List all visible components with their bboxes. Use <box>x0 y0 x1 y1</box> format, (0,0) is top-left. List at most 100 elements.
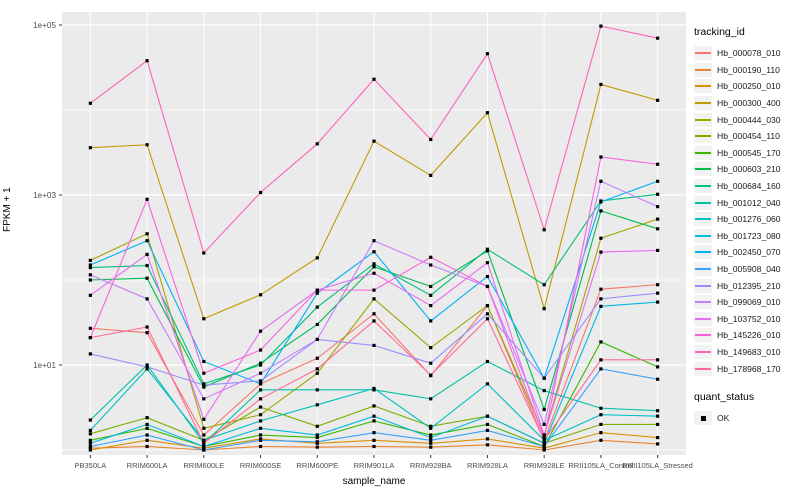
data-point <box>88 444 92 449</box>
data-point <box>429 346 433 350</box>
data-point <box>145 422 149 427</box>
data-point <box>372 414 376 418</box>
legend-item-Hb_145226_010: Hb_145226_010 <box>694 327 798 344</box>
data-point <box>88 418 92 422</box>
data-point <box>599 179 603 183</box>
data-point <box>145 433 149 437</box>
data-point <box>258 413 263 417</box>
data-point <box>315 291 319 295</box>
data-point <box>145 365 149 369</box>
data-point <box>599 250 603 254</box>
data-point <box>542 283 546 287</box>
data-point <box>542 446 546 450</box>
x-tick-label: RRIM928BA <box>410 461 452 470</box>
legend-key-icon <box>694 145 712 160</box>
data-point <box>656 358 660 362</box>
x-tick-label: RRIM600LA <box>127 461 168 470</box>
data-point <box>202 371 206 375</box>
legend: tracking_id Hb_000078_010 Hb_000190_110 Hb… <box>694 26 798 426</box>
data-point <box>145 197 149 201</box>
data-point <box>315 337 319 342</box>
data-point <box>599 422 603 427</box>
data-point <box>315 288 319 292</box>
data-point <box>599 358 603 362</box>
legend-item-label: Hb_000545_170 <box>717 147 781 158</box>
data-point <box>258 426 263 430</box>
data-point <box>599 287 603 291</box>
data-point <box>542 438 546 442</box>
data-point <box>145 239 149 243</box>
y-tick-label: 1e+01 <box>33 361 56 370</box>
data-point <box>145 363 149 367</box>
legend-key-icon <box>694 79 712 94</box>
data-point <box>145 276 149 280</box>
legend-item-label: Hb_000250_010 <box>717 81 781 92</box>
data-point <box>656 422 660 427</box>
data-point <box>485 428 490 433</box>
legend-item-Hb_012395_210: Hb_012395_210 <box>694 277 798 294</box>
legend-item-Hb_002450_070: Hb_002450_070 <box>694 244 798 261</box>
data-point <box>599 438 603 442</box>
legend-item-Hb_000454_110: Hb_000454_110 <box>694 128 798 145</box>
data-point <box>202 441 206 445</box>
data-point <box>202 438 206 442</box>
data-point <box>88 101 92 105</box>
data-point <box>656 300 660 304</box>
data-point <box>656 365 660 369</box>
legend-item-label: Hb_000078_010 <box>717 48 781 59</box>
data-point <box>315 322 319 327</box>
x-tick-label: RRIM928LA <box>467 461 508 470</box>
legend-item-Hb_001012_040: Hb_001012_040 <box>694 194 798 211</box>
data-point <box>599 431 603 435</box>
data-point <box>202 317 206 321</box>
data-point <box>88 441 92 445</box>
legend-key-icon <box>694 328 712 343</box>
data-point <box>599 155 603 159</box>
data-point <box>258 419 263 423</box>
legend-key-icon <box>694 46 712 61</box>
legend-item-Hb_103752_010: Hb_103752_010 <box>694 311 798 328</box>
data-point <box>429 173 433 178</box>
data-point <box>145 297 149 301</box>
data-point <box>315 371 319 375</box>
data-point <box>258 190 263 195</box>
legend-item-Hb_178968_170: Hb_178968_170 <box>694 360 798 377</box>
legend-item-Hb_001723_080: Hb_001723_080 <box>694 228 798 245</box>
data-point <box>315 445 319 449</box>
x-tick-label: RRIM600SE <box>240 461 282 470</box>
data-point <box>485 437 490 441</box>
data-point <box>372 438 376 442</box>
data-point <box>485 303 490 308</box>
data-point <box>485 359 490 364</box>
x-tick-label: RRIM600PE <box>296 461 338 470</box>
legend-items: Hb_000078_010 Hb_000190_110 Hb_000250_010 H… <box>694 45 798 377</box>
data-point <box>202 444 206 449</box>
data-point <box>258 382 263 386</box>
data-point <box>429 445 433 449</box>
data-point <box>88 336 92 340</box>
data-point <box>88 146 92 150</box>
data-point <box>542 407 546 412</box>
legend-item-label: Hb_000684_160 <box>717 181 781 192</box>
y-axis-title: FPKM + 1 <box>2 187 13 232</box>
data-point <box>599 24 603 28</box>
data-point <box>372 139 376 143</box>
legend-key-icon <box>694 311 712 326</box>
data-point <box>258 363 263 367</box>
data-point <box>258 348 263 352</box>
data-point <box>599 406 603 410</box>
data-point <box>88 326 92 330</box>
data-point <box>485 249 490 253</box>
legend-item-Hb_005908_040: Hb_005908_040 <box>694 261 798 278</box>
data-point <box>372 312 376 316</box>
legend-item-Hb_099069_010: Hb_099069_010 <box>694 294 798 311</box>
data-point <box>88 428 92 433</box>
data-point <box>485 274 490 279</box>
data-point <box>258 433 263 437</box>
legend-key-icon <box>694 212 712 227</box>
data-point <box>656 162 660 166</box>
data-point <box>656 283 660 287</box>
data-point <box>202 417 206 421</box>
data-point <box>599 340 603 344</box>
